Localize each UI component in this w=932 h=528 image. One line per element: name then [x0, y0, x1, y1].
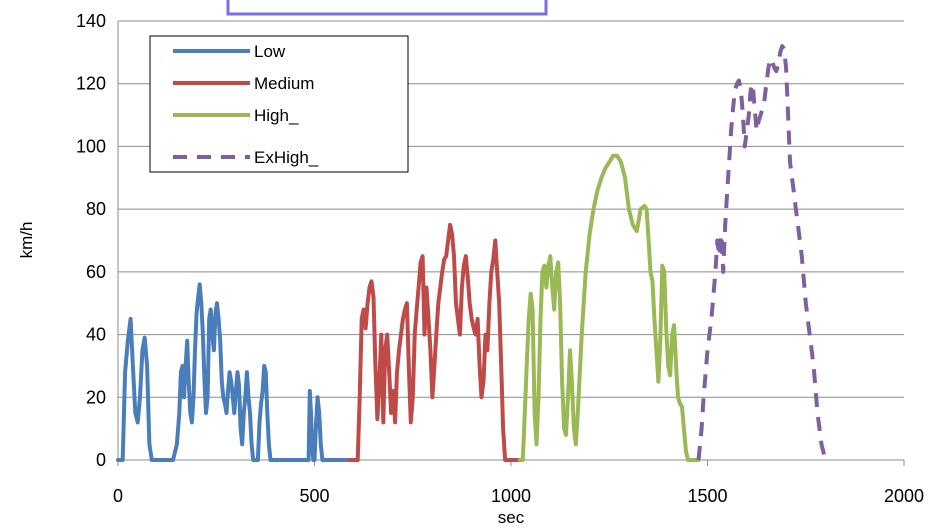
x-tick-label: 500: [299, 486, 329, 506]
legend-label-high: High_: [254, 106, 299, 125]
series-line-medium: [347, 222, 522, 462]
legend-box: [149, 35, 409, 173]
x-tick-label: 0: [113, 486, 123, 506]
y-axis-label: km/h: [17, 222, 36, 259]
series-line-exhigh: [696, 44, 828, 461]
legend: Low Medium High_ ExHigh_: [149, 35, 409, 173]
y-tick-labels: 0 20 40 60 80 100 120 140: [76, 11, 106, 470]
y-tick-label: 80: [86, 199, 106, 219]
title-box: [226, 0, 548, 16]
y-tick-label: 40: [86, 325, 106, 345]
series-line-low: [116, 282, 352, 462]
legend-label-low: Low: [254, 42, 286, 61]
x-tick-label: 1000: [491, 486, 531, 506]
series-lines: [116, 44, 828, 462]
y-tick-label: 140: [76, 11, 106, 31]
y-tick-label: 20: [86, 387, 106, 407]
y-tick-label: 120: [76, 74, 106, 94]
series-line-high: [517, 153, 701, 462]
y-tick-label: 100: [76, 136, 106, 156]
x-tick-label: 1500: [687, 486, 727, 506]
y-tick-label: 60: [86, 262, 106, 282]
x-axis-label: sec: [498, 508, 525, 527]
x-tick-label: 2000: [884, 486, 924, 506]
legend-label-exhigh: ExHigh_: [254, 148, 319, 167]
y-tick-label: 0: [96, 450, 106, 470]
legend-label-medium: Medium: [254, 74, 314, 93]
x-tick-labels: 0 500 1000 1500 2000: [113, 486, 924, 506]
